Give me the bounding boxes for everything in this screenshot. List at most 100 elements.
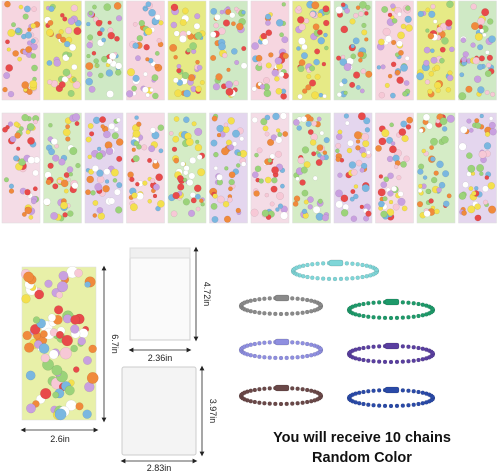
sticker: [267, 158, 273, 163]
sticker: [259, 84, 266, 90]
sticker: [384, 35, 392, 43]
sticker: [129, 176, 135, 183]
sticker: [375, 145, 382, 152]
sticker: [484, 70, 492, 78]
sticker: [275, 136, 283, 144]
bead: [416, 357, 421, 363]
sticker: [176, 175, 184, 182]
bead: [361, 313, 366, 319]
sticker: [400, 161, 407, 168]
sticker: [105, 147, 114, 156]
sticker: [18, 158, 26, 166]
sticker: [292, 200, 299, 207]
sticker: [378, 137, 387, 146]
sticker: [486, 54, 493, 61]
sticker: [336, 55, 342, 61]
sticker: [101, 37, 107, 43]
sticker: [482, 185, 489, 193]
sticker: [26, 88, 33, 96]
sticker: [154, 63, 159, 69]
sticker: [107, 31, 116, 40]
chain: [238, 294, 324, 317]
sticker: [392, 203, 400, 211]
sticker: [67, 210, 74, 217]
sticker: [13, 155, 20, 162]
sticker: [303, 18, 310, 24]
bead: [411, 402, 416, 407]
bead: [267, 340, 272, 345]
sticker: [438, 181, 446, 189]
sticker: [430, 156, 436, 162]
bead: [394, 359, 400, 365]
dim-label: 2.83in: [147, 463, 172, 473]
sticker: [347, 139, 354, 147]
sticker: [335, 200, 344, 209]
bead: [267, 355, 272, 360]
bead: [257, 354, 262, 359]
sticker: [488, 121, 496, 129]
sticker: [312, 175, 318, 181]
sticker: [447, 70, 453, 76]
sticker: [378, 38, 385, 46]
sticker: [279, 112, 287, 120]
sticker: [472, 56, 480, 65]
sticker: [60, 13, 65, 18]
sticker: [44, 279, 53, 288]
sticker: [317, 198, 323, 204]
sticker: [194, 13, 201, 20]
sticker: [349, 196, 355, 202]
sticker: [335, 6, 343, 14]
sticker: [23, 271, 34, 283]
sticker: [174, 89, 182, 98]
bead: [361, 389, 366, 395]
sticker: [200, 202, 205, 207]
bead: [257, 310, 262, 315]
sticker: [274, 57, 283, 65]
sticker: [23, 5, 31, 13]
bead: [332, 276, 338, 282]
sticker: [468, 128, 474, 133]
sticker: [154, 14, 161, 21]
sticker: [353, 184, 359, 189]
sticker: [302, 88, 308, 94]
sticker: [86, 53, 91, 59]
sticker: [355, 159, 363, 167]
sticker: [115, 15, 123, 22]
sticker: [405, 124, 412, 130]
bead: [400, 344, 405, 349]
sticker: [68, 43, 77, 52]
sticker: [65, 136, 71, 142]
sticker: [467, 164, 476, 173]
bead: [420, 357, 425, 362]
bead: [361, 345, 366, 351]
bead: [416, 313, 421, 319]
sticker: [254, 165, 262, 173]
sticker: [425, 28, 430, 33]
bead: [309, 353, 314, 358]
sticker: [173, 30, 180, 37]
bead: [430, 394, 435, 400]
sticker: [87, 34, 94, 41]
bead: [309, 399, 314, 404]
sticker: [466, 152, 473, 159]
sticker: [233, 80, 239, 86]
sticker: [135, 181, 140, 187]
sticker: [322, 5, 330, 13]
sticker: [364, 37, 369, 42]
sticker: [31, 64, 38, 72]
bead: [305, 341, 310, 347]
bead: [382, 315, 388, 321]
bead: [290, 386, 295, 391]
bead: [300, 310, 305, 315]
bead: [300, 354, 305, 359]
sticker: [445, 87, 452, 93]
sticker: [397, 11, 402, 17]
sticker: [131, 85, 138, 92]
sticker: [488, 116, 494, 121]
sticker: [262, 125, 269, 132]
sticker: [47, 313, 57, 322]
sticker: [458, 142, 467, 151]
sticker: [148, 8, 156, 17]
sticker: [490, 91, 496, 97]
sticker: [21, 81, 30, 89]
